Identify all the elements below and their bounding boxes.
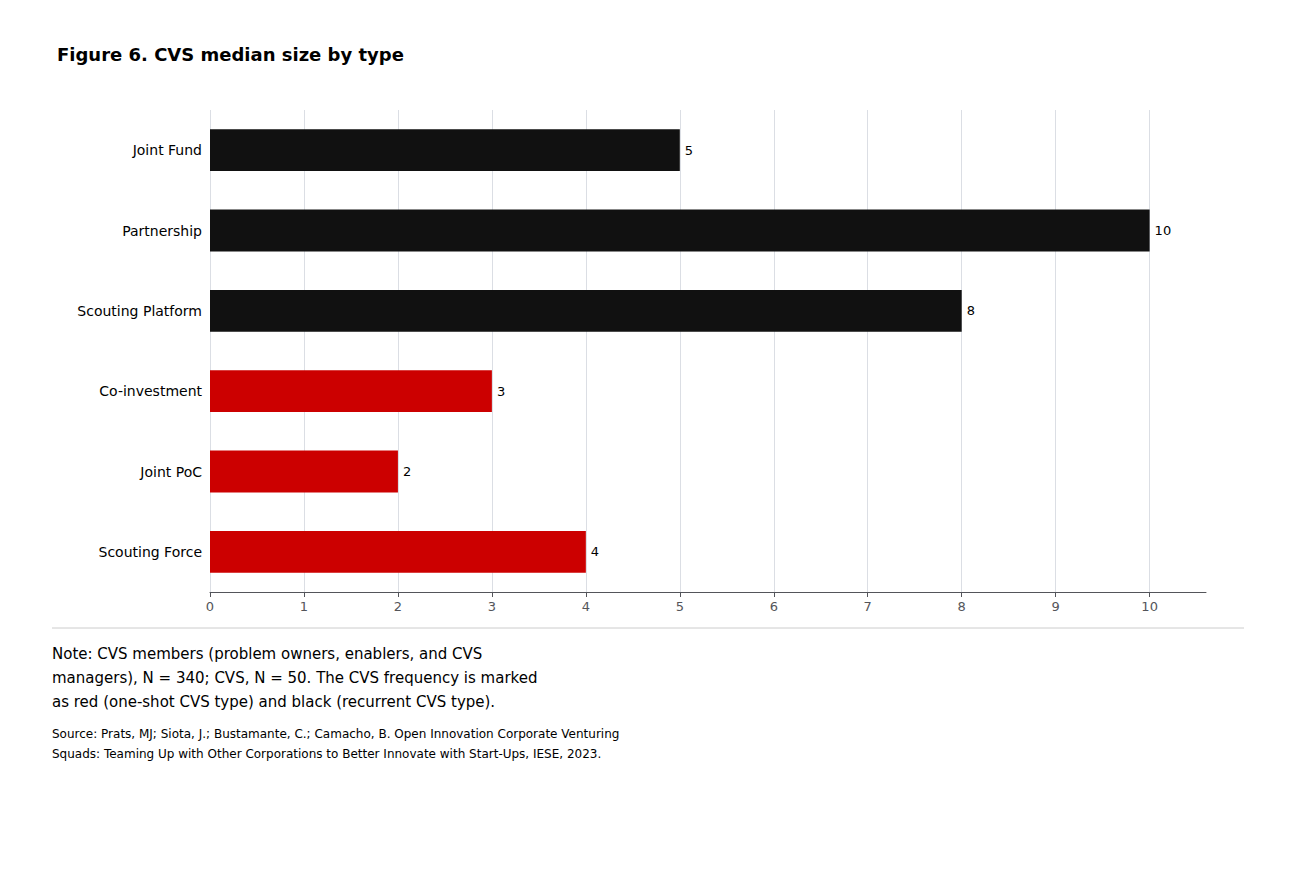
- svg-text:6: 6: [770, 599, 778, 614]
- svg-text:8: 8: [967, 303, 975, 318]
- svg-text:7: 7: [864, 599, 872, 614]
- svg-text:5: 5: [676, 599, 684, 614]
- svg-text:managers), N = 340; CVS, N = 5: managers), N = 340; CVS, N = 50. The CVS…: [52, 669, 537, 687]
- svg-text:Source: Prats, MJ; Siota, J.;: Source: Prats, MJ; Siota, J.; Bustamante…: [52, 727, 619, 741]
- svg-text:5: 5: [685, 143, 693, 158]
- svg-text:3: 3: [497, 384, 505, 399]
- svg-text:4: 4: [582, 599, 590, 614]
- svg-text:Figure 6. CVS median size by t: Figure 6. CVS median size by type: [57, 44, 404, 65]
- svg-text:Co-investment: Co-investment: [99, 383, 202, 399]
- svg-text:Scouting Platform: Scouting Platform: [77, 303, 202, 319]
- svg-text:8: 8: [958, 599, 966, 614]
- svg-text:Note: CVS members (problem own: Note: CVS members (problem owners, enabl…: [52, 645, 482, 663]
- svg-text:3: 3: [488, 599, 496, 614]
- svg-text:2: 2: [394, 599, 402, 614]
- svg-text:10: 10: [1141, 599, 1158, 614]
- svg-text:Squads: Teaming Up with Other: Squads: Teaming Up with Other Corporatio…: [52, 747, 601, 761]
- svg-text:Joint PoC: Joint PoC: [139, 464, 202, 480]
- svg-text:Scouting Force: Scouting Force: [99, 544, 203, 560]
- svg-text:Joint Fund: Joint Fund: [132, 142, 202, 158]
- svg-text:10: 10: [1155, 223, 1172, 238]
- svg-text:1: 1: [300, 599, 308, 614]
- svg-text:Partnership: Partnership: [122, 223, 202, 239]
- svg-text:as red (one-shot CVS type) and: as red (one-shot CVS type) and black (re…: [52, 693, 495, 711]
- svg-text:0: 0: [206, 599, 214, 614]
- svg-text:9: 9: [1052, 599, 1060, 614]
- svg-text:2: 2: [403, 464, 411, 479]
- svg-text:4: 4: [591, 544, 599, 559]
